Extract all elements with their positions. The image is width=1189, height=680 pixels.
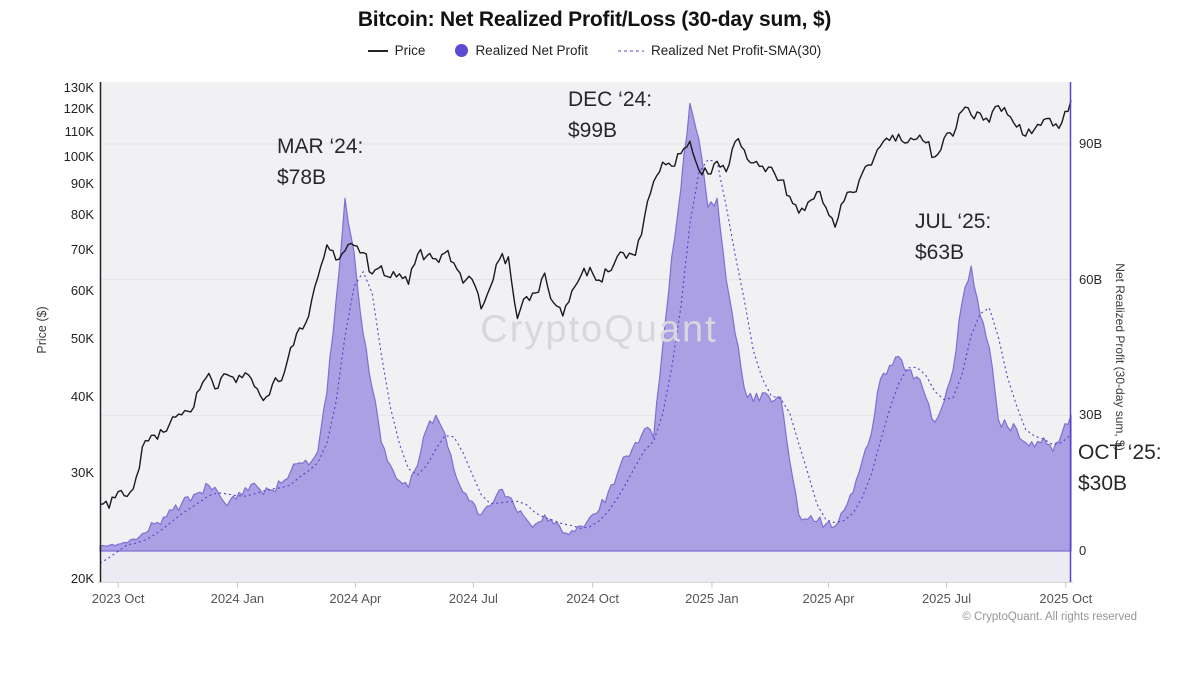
y-axis-label-left: 30K (70, 464, 94, 480)
legend-label-price: Price (394, 43, 426, 58)
y-axis-label-left: 20K (70, 570, 94, 586)
y-axis-label-left: 100K (63, 148, 94, 164)
sma-dash-swatch-icon (618, 49, 644, 52)
chart-title: Bitcoin: Net Realized Profit/Loss (30-da… (357, 8, 832, 31)
x-axis-label: 2025 Jul (921, 591, 972, 606)
realized-net-profit-area (99, 102, 1072, 552)
legend-item-sma[interactable]: Realized Net Profit-SMA(30) (618, 43, 821, 58)
x-axis-label: 2024 Apr (329, 591, 382, 606)
annotation-oct-25: OCT ‘25: $30B (1078, 437, 1162, 499)
y-axis-label-right: 30B (1079, 407, 1103, 423)
annotation-value: $63B (915, 241, 965, 264)
annotation-dec-24: DEC ‘24: $99B (568, 84, 652, 146)
realized-net-profit-sma-line (99, 159, 1072, 564)
y-axis-label-right: 0 (1079, 543, 1087, 558)
annotation-label: MAR ‘24: (277, 135, 364, 158)
annotation-label: JUL ‘25: (915, 210, 992, 233)
annotation-value: $78B (277, 166, 327, 189)
x-axis-label: 2023 Oct (91, 591, 145, 606)
y-axis-label-right: 60B (1079, 271, 1103, 287)
annotation-label: DEC ‘24: (568, 88, 653, 111)
y-axis-label-left: 40K (70, 389, 94, 405)
annotation-mar-24: MAR ‘24: $78B (277, 131, 363, 193)
copyright-footer: © CryptoQuant. All rights reserved (962, 611, 1137, 623)
x-axis-label: 2024 Oct (566, 591, 619, 606)
legend-label-sma: Realized Net Profit-SMA(30) (651, 43, 822, 58)
y-axis-label-left: 70K (70, 242, 94, 258)
legend: Price Realized Net Profit Realized Net P… (0, 43, 1189, 58)
profit-dot-swatch-icon (455, 44, 469, 57)
y-axis-label-right: 90B (1079, 136, 1103, 151)
legend-item-realized-net-profit[interactable]: Realized Net Profit (455, 43, 588, 58)
y-axis-label-left: 110K (64, 123, 94, 139)
y-axis-label-left: 80K (70, 207, 94, 223)
annotation-value: $30B (1078, 472, 1128, 495)
y-axis-label-left: 60K (70, 282, 94, 298)
watermark: CryptoQuant (480, 308, 718, 351)
y-axis-label-left: 90K (70, 176, 94, 192)
y-axis-label-left: 130K (63, 80, 94, 95)
x-axis-label: 2025 Apr (802, 591, 855, 606)
legend-label-realized-net-profit: Realized Net Profit (475, 43, 588, 58)
below-zero-band (100, 551, 1071, 582)
annotation-value: $99B (568, 119, 618, 142)
annotation-label: OCT ‘25: (1078, 441, 1162, 464)
y-axis-title-right: Net Realized Profit (30-day sum, $) (1113, 263, 1127, 451)
price-line (99, 100, 1072, 509)
x-axis-label: 2024 Jul (448, 591, 498, 606)
annotation-jul-25: JUL ‘25: $63B (915, 206, 991, 268)
x-axis-label: 2024 Jan (210, 591, 265, 606)
x-axis-label: 2025 Oct (1039, 591, 1093, 606)
legend-item-price[interactable]: Price (367, 43, 426, 58)
x-axis-label: 2025 Jan (685, 591, 739, 606)
price-line-swatch-icon (367, 49, 388, 52)
y-axis-label-left: 120K (63, 100, 94, 116)
y-axis-label-left: 50K (70, 330, 94, 346)
